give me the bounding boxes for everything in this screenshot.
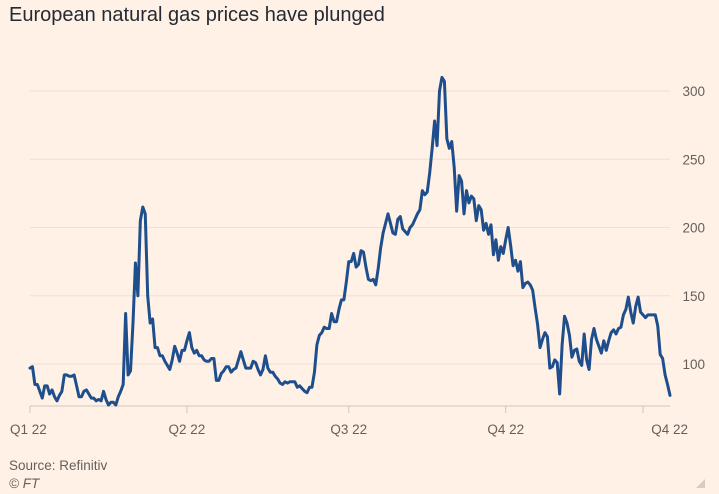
chart-title: European natural gas prices have plunged (9, 4, 385, 26)
y-tick-label: 150 (682, 289, 705, 304)
x-tick-label: Q3 22 (330, 422, 367, 437)
y-axis: 100 150 200 250 300 (682, 84, 705, 372)
gridlines (30, 90, 670, 365)
x-tick-label: Q2 22 (169, 422, 206, 437)
y-tick-label: 200 (682, 221, 705, 236)
y-tick-label: 300 (682, 84, 705, 99)
corner-mark (696, 479, 705, 488)
series-line-gas-price (28, 75, 672, 407)
y-tick-label: 250 (682, 152, 705, 167)
x-axis: Q1 22 Q2 22 Q3 22 Q4 22 Q4 22 (10, 406, 688, 437)
ft-credit: © FT (9, 476, 40, 491)
x-tick-label: Q4 22 (651, 422, 688, 437)
x-tick-label: Q1 22 (10, 422, 47, 437)
x-tick-label: Q4 22 (487, 422, 524, 437)
source-note: Source: Refinitiv (9, 458, 108, 473)
y-tick-label: 100 (682, 357, 705, 372)
